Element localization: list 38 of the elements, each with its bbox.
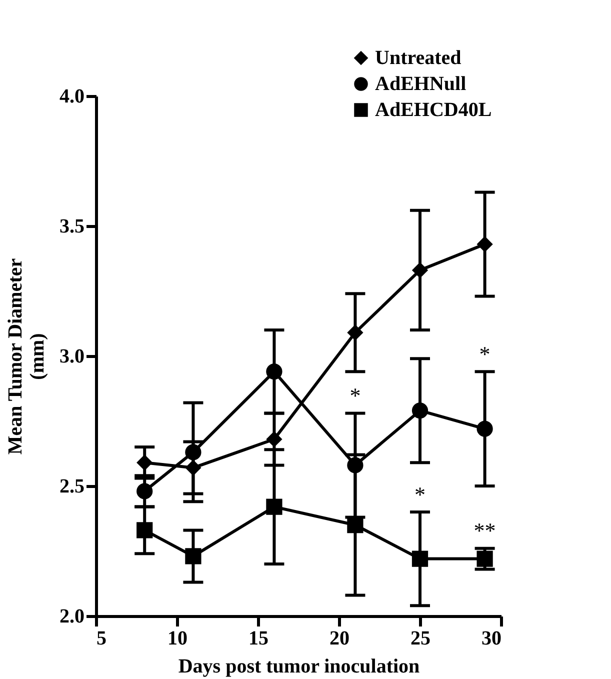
annotation: * xyxy=(350,383,361,408)
point xyxy=(347,324,364,341)
x-tick-label: 30 xyxy=(482,628,502,650)
point xyxy=(136,483,153,500)
point xyxy=(347,457,364,474)
y-tick-label: 2.5 xyxy=(60,476,84,498)
point xyxy=(266,498,282,515)
x-axis-title: Days post tumor inoculation xyxy=(178,656,420,678)
point xyxy=(185,460,202,476)
point xyxy=(476,420,493,437)
point xyxy=(185,548,202,564)
legend-label: Untreated xyxy=(375,47,462,69)
point xyxy=(412,550,428,567)
point xyxy=(266,431,282,448)
point xyxy=(266,364,282,380)
x-tick-label: 15 xyxy=(248,628,268,650)
y-tick-label: 3.0 xyxy=(60,346,84,368)
point xyxy=(185,444,202,460)
legend-label: AdEHNull xyxy=(375,73,467,95)
x-tick-label: 20 xyxy=(330,628,350,650)
x-tick-label: 10 xyxy=(168,628,188,650)
annotation: * xyxy=(414,482,426,507)
x-tick-label: 25 xyxy=(410,628,430,650)
y-tick-label: 4.0 xyxy=(60,86,84,108)
x-tick-label: 5 xyxy=(96,628,106,650)
point xyxy=(476,236,493,252)
point xyxy=(136,454,153,471)
annotation: * xyxy=(479,341,490,366)
point xyxy=(136,522,153,538)
point xyxy=(412,262,428,278)
point xyxy=(476,550,493,567)
y-axis-title: Mean Tumor Diameter (mm) xyxy=(4,258,48,455)
legend-label: AdEHCD40L xyxy=(375,99,492,121)
point xyxy=(347,516,364,534)
y-tick-label: 3.5 xyxy=(60,216,84,238)
y-tick-label: 2.0 xyxy=(60,606,84,628)
point xyxy=(412,402,428,419)
annotation: ** xyxy=(474,518,496,544)
